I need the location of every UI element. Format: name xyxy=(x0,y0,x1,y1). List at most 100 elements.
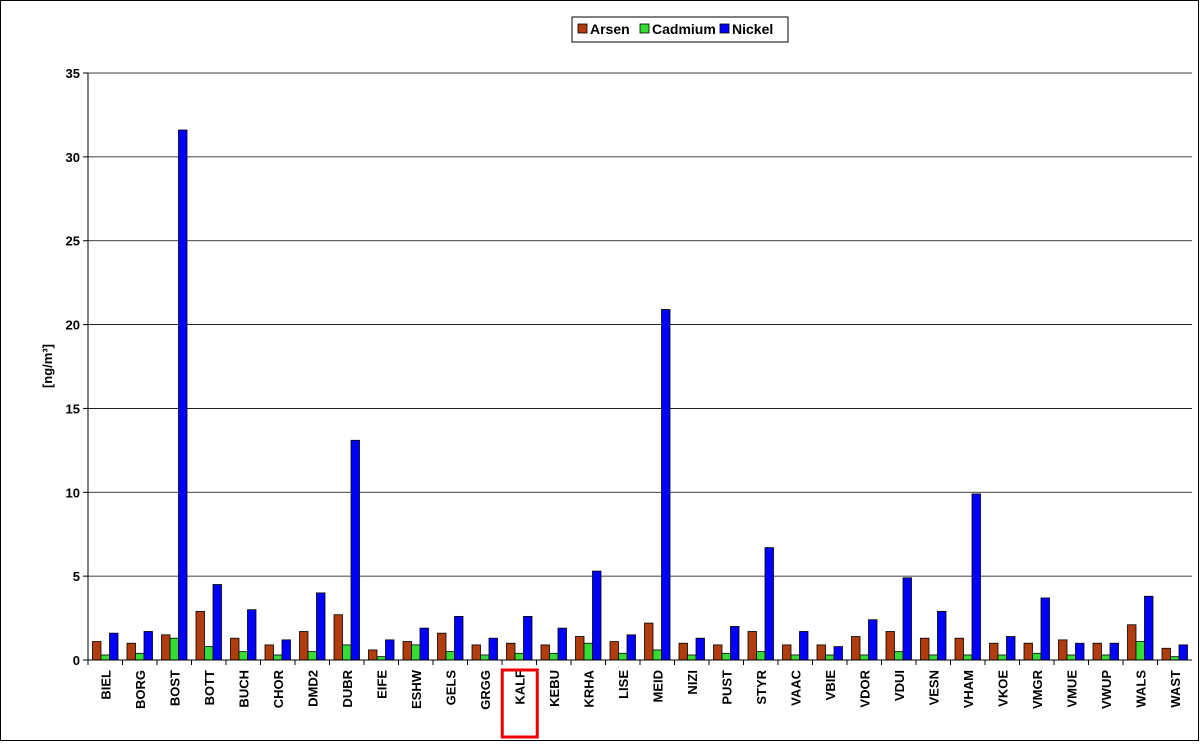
bar xyxy=(721,652,731,661)
bar xyxy=(928,654,938,661)
bar xyxy=(894,651,904,661)
bar xyxy=(480,654,490,661)
bar xyxy=(609,641,619,661)
x-tick-label: WAST xyxy=(1168,670,1183,708)
bar xyxy=(1040,597,1050,661)
bar xyxy=(333,614,343,661)
bar xyxy=(454,615,464,661)
bar xyxy=(437,632,447,661)
bar xyxy=(1066,654,1076,661)
bar xyxy=(316,592,326,661)
highlight-box xyxy=(500,668,539,739)
bar xyxy=(299,631,309,661)
x-tick-label: LISE xyxy=(616,670,631,699)
legend-swatch xyxy=(639,23,650,34)
legend-swatch xyxy=(577,23,588,34)
bar xyxy=(376,656,386,661)
bar xyxy=(1006,636,1016,661)
bar xyxy=(790,654,800,661)
x-tick-label: VMGR xyxy=(1030,669,1045,709)
bar xyxy=(1032,652,1042,661)
bar xyxy=(816,644,826,661)
bar xyxy=(195,610,205,661)
bar xyxy=(1101,654,1111,661)
bar xyxy=(402,641,412,661)
bar xyxy=(1058,639,1068,661)
bar xyxy=(350,439,360,661)
bar xyxy=(385,639,395,661)
bar xyxy=(281,639,291,661)
bar xyxy=(100,654,110,661)
y-tick-label: 35 xyxy=(66,66,80,81)
x-tick-label: KEBU xyxy=(547,670,562,707)
bar xyxy=(264,644,274,661)
bar xyxy=(937,610,947,661)
bar xyxy=(1023,642,1033,661)
x-tick-label: PUST xyxy=(719,670,734,705)
x-tick-label: STYR xyxy=(754,669,769,704)
bar xyxy=(618,652,628,661)
x-tick-label: ESHW xyxy=(409,669,424,709)
bar xyxy=(756,651,766,661)
x-tick-label: VESN xyxy=(926,670,941,705)
bar xyxy=(859,654,869,661)
x-tick-label: VWUP xyxy=(1099,670,1114,709)
x-tick-label: EIFE xyxy=(374,670,389,699)
bar xyxy=(652,649,662,661)
bar xyxy=(109,632,119,661)
x-tick-label: KALF xyxy=(512,670,527,705)
bar xyxy=(989,642,999,661)
x-tick-label: BIEL xyxy=(98,670,113,700)
bar xyxy=(661,309,671,661)
bar xyxy=(230,637,240,661)
bar xyxy=(963,654,973,661)
y-tick-label: 15 xyxy=(66,401,80,416)
bar xyxy=(1135,641,1145,661)
bar xyxy=(799,631,809,661)
bar xyxy=(178,129,188,661)
bar xyxy=(1127,624,1137,661)
bar xyxy=(1144,595,1154,661)
bar xyxy=(747,631,757,661)
x-tick-label: VDOR xyxy=(857,669,872,707)
x-tick-label: MEID xyxy=(650,670,665,703)
bar xyxy=(782,644,792,661)
bar xyxy=(764,547,774,661)
y-tick-label: 0 xyxy=(73,653,80,668)
bar xyxy=(592,570,602,661)
bar xyxy=(1178,644,1188,661)
legend-swatch xyxy=(719,23,730,34)
bar xyxy=(954,637,964,661)
legend-label: Nickel xyxy=(732,21,773,37)
bar xyxy=(868,619,878,661)
bar xyxy=(833,646,843,661)
bar xyxy=(695,637,705,661)
bar xyxy=(1161,647,1171,661)
bar xyxy=(445,651,455,661)
bar xyxy=(204,646,214,661)
x-tick-label: BORG xyxy=(133,670,148,709)
x-tick-label: BOST xyxy=(167,670,182,706)
y-tick-label: 10 xyxy=(66,485,80,500)
x-tick-label: BUCH xyxy=(236,670,251,708)
bar xyxy=(92,641,102,661)
bar xyxy=(549,652,559,661)
bar xyxy=(368,649,378,661)
bar xyxy=(247,609,257,661)
bar xyxy=(825,654,835,661)
x-tick-label: DMD2 xyxy=(305,670,320,707)
x-tick-label: VDUI xyxy=(892,670,907,701)
x-tick-label: VBIE xyxy=(823,670,838,701)
legend-label: Cadmium xyxy=(652,21,716,37)
x-tick-label: DUBR xyxy=(340,669,355,707)
bar xyxy=(644,622,654,661)
bar xyxy=(851,636,861,661)
bar xyxy=(885,631,895,661)
x-tick-label: VMUE xyxy=(1064,670,1079,708)
bar xyxy=(730,626,740,661)
bar xyxy=(514,652,524,661)
bar xyxy=(488,637,498,661)
bar xyxy=(471,644,481,661)
bar xyxy=(713,644,723,661)
